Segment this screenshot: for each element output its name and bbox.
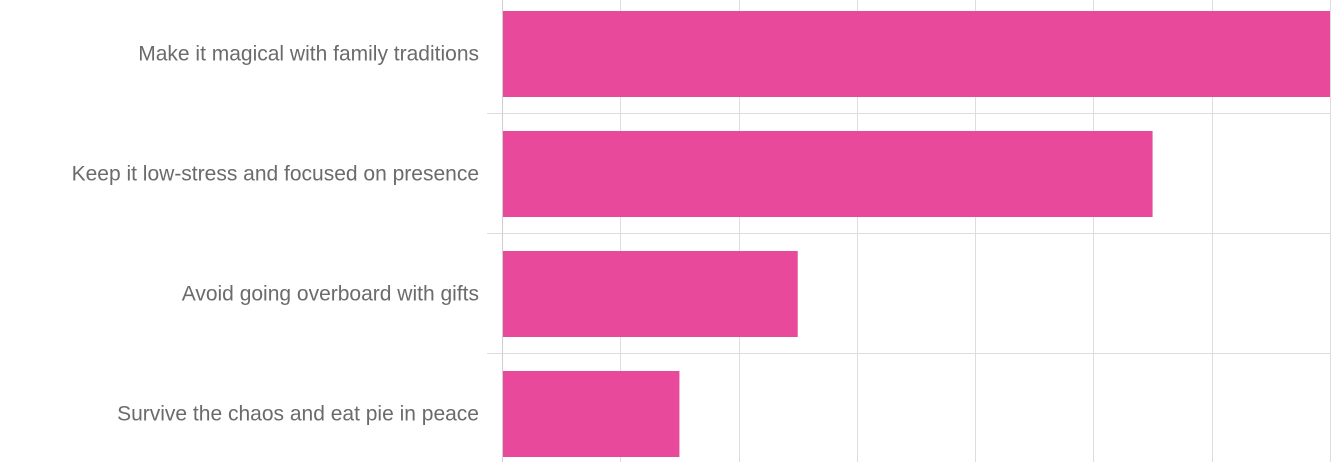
category-label: Keep it low-stress and focused on presen… [72,163,479,186]
bars [503,11,1330,457]
bar [503,371,680,457]
category-label: Survive the chaos and eat pie in peace [117,403,479,426]
category-label: Avoid going overboard with gifts [182,283,479,306]
bar [503,131,1153,217]
category-label: Make it magical with family traditions [138,43,479,66]
category-labels: Make it magical with family traditions Ke… [72,43,479,426]
bar [503,11,1330,97]
bar [503,251,798,337]
